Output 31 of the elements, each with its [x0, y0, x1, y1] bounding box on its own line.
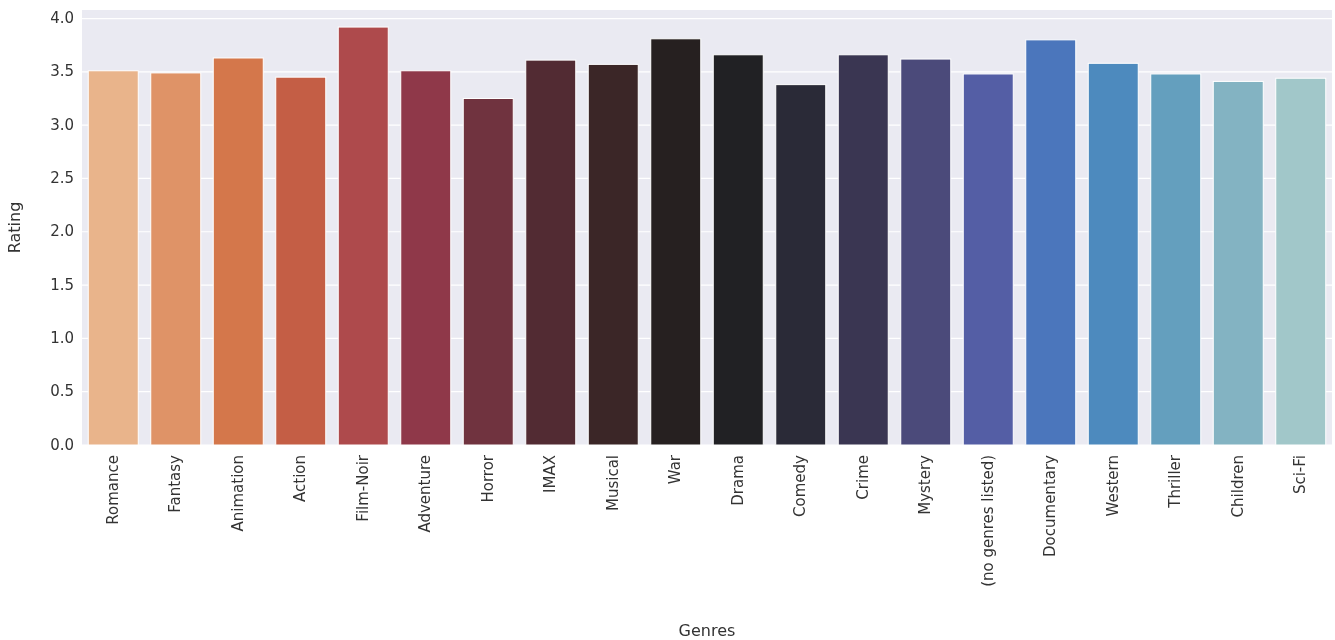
- x-tick-label: Horror: [478, 454, 497, 503]
- x-tick-label: Adventure: [416, 455, 435, 533]
- y-tick-label: 3.0: [50, 115, 74, 134]
- x-tick-label: Animation: [228, 455, 247, 532]
- x-tick-label: Film-Noir: [353, 454, 372, 522]
- x-tick-label: IMAX: [541, 455, 560, 493]
- y-tick-label: 3.5: [50, 62, 74, 81]
- x-tick-label: Western: [1103, 455, 1122, 517]
- x-tick-label: Mystery: [916, 454, 935, 515]
- y-tick-label: 2.0: [50, 222, 74, 241]
- x-tick-label: Comedy: [791, 454, 810, 517]
- x-tick-label: Musical: [603, 455, 622, 512]
- x-tick-label: Romance: [103, 455, 122, 525]
- x-tick-label: War: [666, 454, 685, 485]
- y-tick-label: 0.5: [50, 382, 74, 401]
- y-tick-label: 0.0: [50, 435, 74, 454]
- x-axis-title: Genres: [678, 621, 736, 640]
- y-tick-label: 1.5: [50, 275, 74, 294]
- x-tick-label: Drama: [728, 455, 747, 506]
- y-tick-label: 2.5: [50, 168, 74, 187]
- x-tick-label: Documentary: [1041, 454, 1060, 557]
- x-tick-label: (no genres listed): [978, 455, 997, 587]
- x-tick-label: Sci-Fi: [1291, 455, 1310, 495]
- x-tick-label: Fantasy: [166, 454, 185, 513]
- x-tick-label: Thriller: [1166, 454, 1185, 509]
- y-tick-label: 4.0: [50, 9, 74, 28]
- x-tick-label: Action: [291, 455, 310, 502]
- x-tick-label: Crime: [853, 455, 872, 500]
- y-axis-title: Rating: [5, 201, 24, 254]
- y-tick-label: 1.0: [50, 328, 74, 347]
- x-tick-label: Children: [1228, 455, 1247, 518]
